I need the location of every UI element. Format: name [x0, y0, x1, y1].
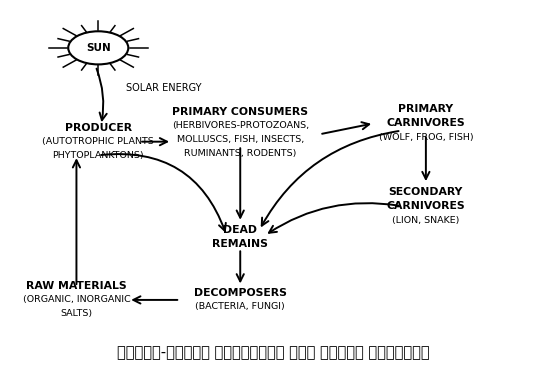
- Text: RUMINANTS, RODENTS): RUMINANTS, RODENTS): [184, 149, 296, 158]
- Text: चित्र-खाद्य श्रृंखला में ऊर्जा प्रवाह।: चित्र-खाद्य श्रृंखला में ऊर्जा प्रवाह।: [117, 346, 429, 361]
- Text: (LION, SNAKE): (LION, SNAKE): [392, 216, 460, 224]
- Ellipse shape: [68, 31, 128, 64]
- Text: CARNIVORES: CARNIVORES: [387, 201, 465, 211]
- Text: RAW MATERIALS: RAW MATERIALS: [26, 281, 127, 291]
- Text: (BACTERIA, FUNGI): (BACTERIA, FUNGI): [195, 302, 285, 311]
- Text: PRIMARY CONSUMERS: PRIMARY CONSUMERS: [172, 106, 308, 117]
- Text: REMAINS: REMAINS: [212, 239, 268, 250]
- Text: DECOMPOSERS: DECOMPOSERS: [194, 288, 287, 298]
- Text: DEAD: DEAD: [223, 225, 257, 236]
- Text: (ORGANIC, INORGANIC: (ORGANIC, INORGANIC: [22, 296, 130, 304]
- Text: SECONDARY: SECONDARY: [389, 187, 463, 197]
- Text: (HERBIVORES-PROTOZOANS,: (HERBIVORES-PROTOZOANS,: [171, 121, 309, 130]
- Text: PHYTOPLANKTONS): PHYTOPLANKTONS): [52, 151, 144, 160]
- Text: PRIMARY: PRIMARY: [399, 104, 453, 114]
- Text: CARNIVORES: CARNIVORES: [387, 118, 465, 128]
- Text: (WOLF, FROG, FISH): (WOLF, FROG, FISH): [378, 133, 473, 142]
- Text: MOLLUSCS, FISH, INSECTS,: MOLLUSCS, FISH, INSECTS,: [176, 135, 304, 144]
- Text: SOLAR ENERGY: SOLAR ENERGY: [126, 83, 201, 93]
- Text: PRODUCER: PRODUCER: [65, 123, 132, 133]
- Text: (AUTOTROPHIC PLANTS: (AUTOTROPHIC PLANTS: [43, 137, 154, 146]
- Text: SALTS): SALTS): [61, 309, 92, 318]
- Text: SUN: SUN: [86, 43, 111, 53]
